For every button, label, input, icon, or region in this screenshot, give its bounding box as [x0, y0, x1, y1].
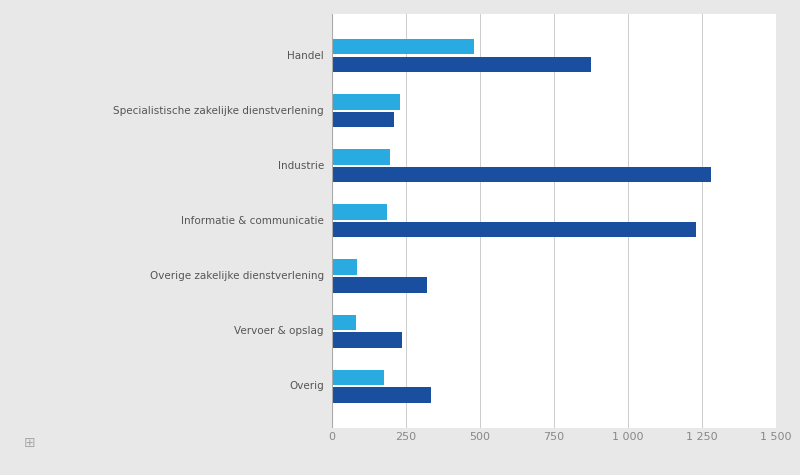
- Bar: [332, 39, 474, 55]
- Bar: [332, 370, 384, 385]
- Bar: [332, 332, 402, 348]
- Bar: [332, 112, 394, 127]
- Bar: [332, 259, 357, 275]
- Bar: [332, 314, 356, 330]
- Text: Handel: Handel: [287, 50, 324, 61]
- Bar: [332, 57, 591, 72]
- Bar: [332, 167, 711, 182]
- Text: Vervoer & opslag: Vervoer & opslag: [234, 326, 324, 336]
- Text: Specialistische zakelijke dienstverlening: Specialistische zakelijke dienstverlenin…: [114, 105, 324, 116]
- Bar: [332, 94, 400, 110]
- Bar: [332, 277, 426, 293]
- Bar: [332, 149, 390, 165]
- Text: Informatie & communicatie: Informatie & communicatie: [181, 216, 324, 226]
- Text: Overige zakelijke dienstverlening: Overige zakelijke dienstverlening: [150, 271, 324, 281]
- Text: Overig: Overig: [290, 381, 324, 391]
- Bar: [332, 204, 386, 220]
- Bar: [332, 222, 696, 238]
- Text: ⊞: ⊞: [24, 436, 36, 449]
- Text: Industrie: Industrie: [278, 161, 324, 171]
- Bar: [332, 387, 431, 403]
